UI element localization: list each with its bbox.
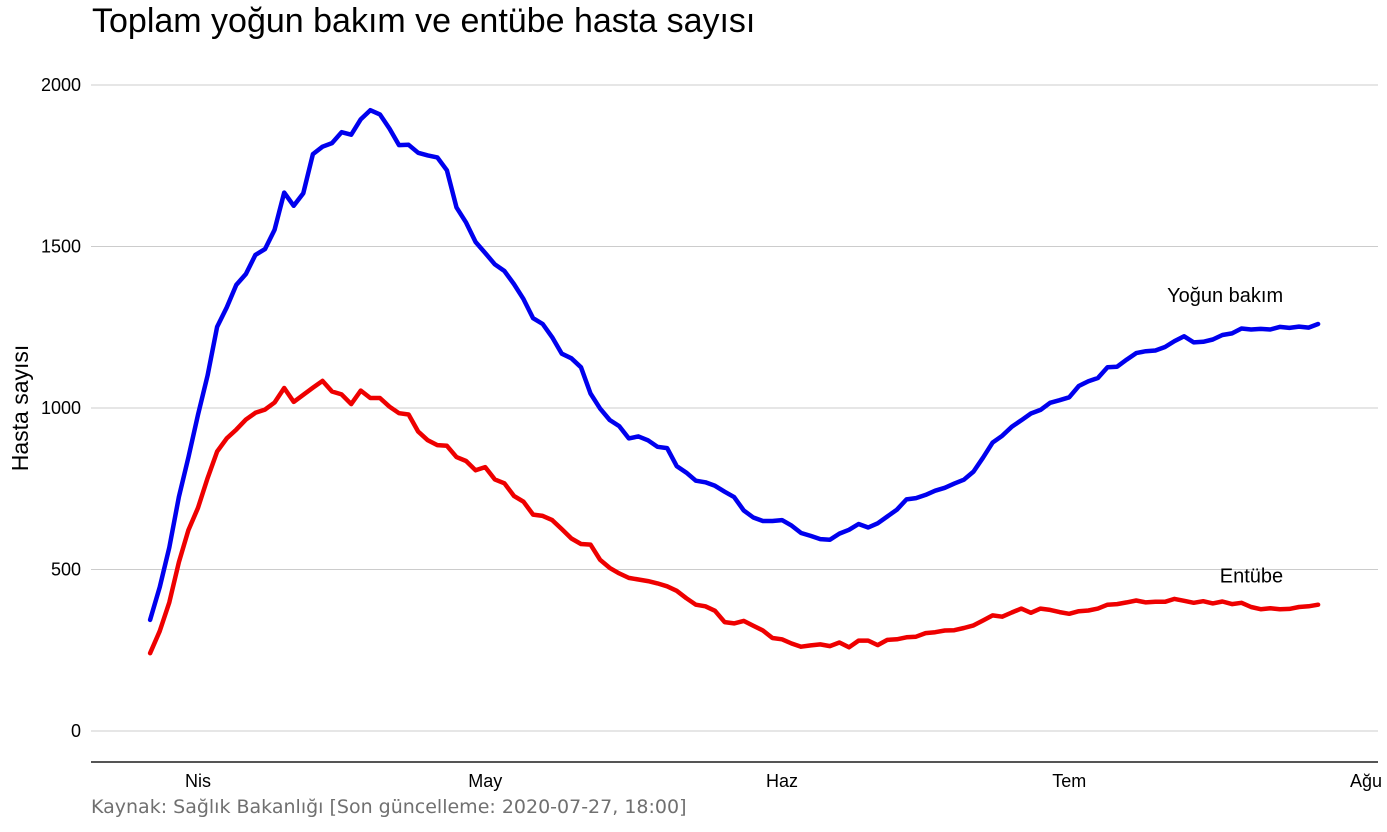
x-tick-label: Haz <box>766 771 798 791</box>
x-tick-label: May <box>468 771 502 791</box>
series-labels: Yoğun bakım Entübe <box>1167 285 1283 588</box>
source-caption: Kaynak: Sağlık Bakanlığı [Son güncelleme… <box>91 796 687 818</box>
x-tick-label: Ağu <box>1350 771 1382 791</box>
y-tick-label: 1000 <box>41 398 81 418</box>
series-lines <box>147 107 1321 656</box>
x-tick-label: Tem <box>1052 771 1086 791</box>
y-tick-label: 2000 <box>41 75 81 95</box>
y-tick-label: 500 <box>51 560 81 580</box>
y-tick-label: 1500 <box>41 237 81 257</box>
series-label: Yoğun bakım <box>1167 285 1283 307</box>
y-axis-ticks: 0 500 1000 1500 2000 <box>41 75 81 741</box>
series-line-yogun-bakim <box>147 107 1321 623</box>
series-line-entube <box>147 378 1321 656</box>
series-label: Entübe <box>1220 566 1283 588</box>
gridlines <box>91 84 1378 732</box>
y-axis-label: Hasta sayısı <box>7 345 33 472</box>
x-tick-label: Nis <box>185 771 211 791</box>
chart-title: Toplam yoğun bakım ve entübe hasta sayıs… <box>92 2 756 40</box>
y-tick-label: 0 <box>71 721 81 741</box>
x-axis-ticks: Nis May Haz Tem Ağu <box>185 771 1382 791</box>
